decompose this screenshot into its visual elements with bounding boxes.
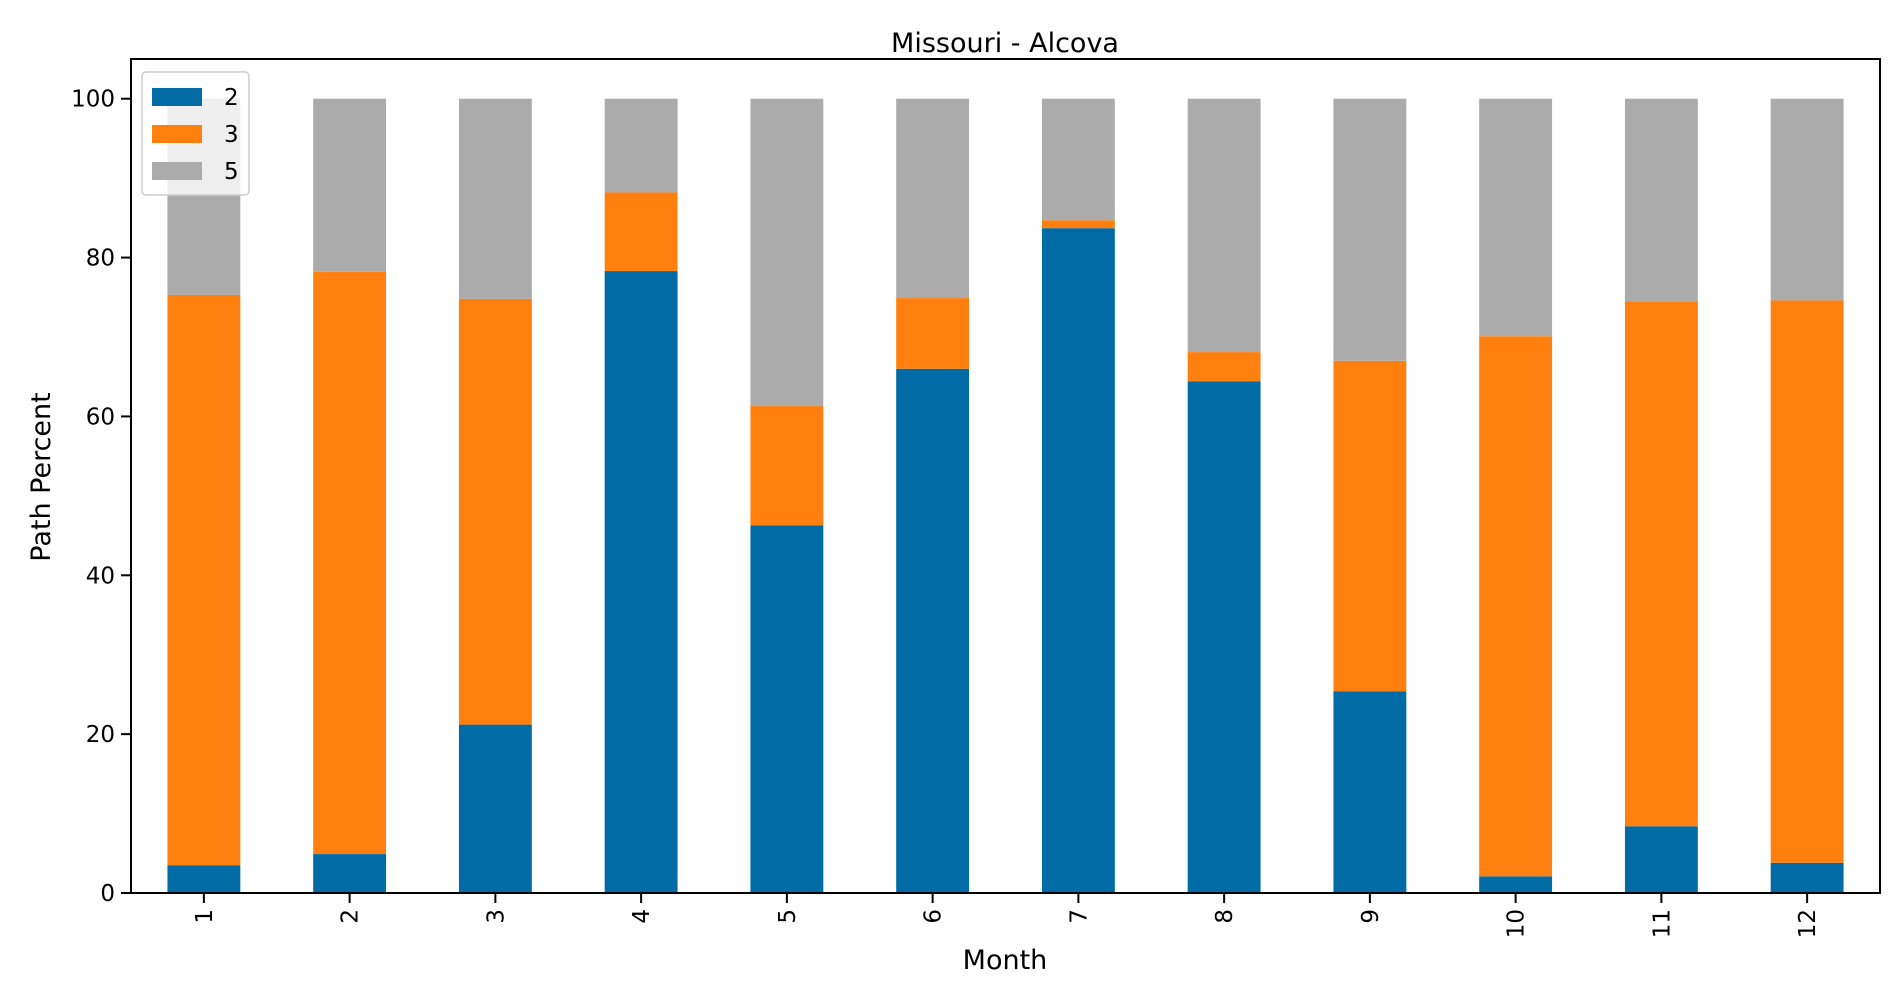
bar-2-month-9 [1333,691,1407,893]
legend-label-5: 5 [224,159,239,185]
legend-swatch-5 [152,162,202,180]
bar-2-month-2 [313,854,387,893]
x-tick-label: 5 [775,909,801,924]
x-tick-label: 1 [192,909,218,924]
bar-5-month-10 [1479,98,1553,337]
y-tick-label: 40 [86,563,115,589]
bar-3-month-4 [604,192,678,272]
bar-2-month-3 [458,724,532,893]
x-tick-label: 8 [1212,909,1238,924]
bar-2-month-6 [896,368,970,893]
bar-3-month-7 [1041,220,1115,229]
bar-3-month-11 [1624,301,1698,827]
bar-5-month-8 [1187,98,1261,353]
y-tick-label: 100 [71,87,115,113]
bar-5-month-2 [313,98,387,272]
x-tick-label: 12 [1795,909,1821,938]
bar-5-month-4 [604,98,678,193]
x-tick-label: 10 [1504,909,1530,938]
y-tick-label: 20 [86,722,115,748]
bar-3-month-1 [167,294,241,866]
legend-label-2: 2 [224,85,239,111]
bar-3-month-10 [1479,336,1553,877]
plot-frame [130,58,1881,894]
x-tick-label: 11 [1649,909,1675,938]
bar-5-month-11 [1624,98,1698,302]
bar-5-month-9 [1333,98,1407,361]
chart-title: Missouri - Alcova [891,28,1119,59]
x-tick-label: 2 [338,909,364,924]
bar-2-month-1 [167,865,241,893]
bar-2-month-4 [604,271,678,893]
bar-3-month-8 [1187,352,1261,382]
bar-5-month-12 [1770,98,1844,301]
bar-2-month-10 [1479,876,1553,893]
bar-2-month-11 [1624,826,1698,893]
bars [167,98,1844,893]
x-tick-label: 7 [1066,909,1092,924]
bar-2-month-12 [1770,862,1844,893]
legend-swatch-2 [152,88,202,106]
x-axis-label: Month [963,945,1048,976]
x-tick-label: 3 [483,909,509,924]
x-tick-label: 6 [921,909,947,924]
legend-swatch-3 [152,125,202,143]
y-tick-label: 80 [86,246,115,272]
bar-5-month-3 [458,98,532,299]
bar-5-month-6 [896,98,970,299]
legend-label-3: 3 [224,122,239,148]
bar-5-month-5 [750,98,824,407]
bar-2-month-8 [1187,381,1261,893]
bar-5-month-7 [1041,98,1115,221]
bar-2-month-5 [750,525,824,893]
x-tick-label: 4 [629,909,655,924]
bar-3-month-6 [896,298,970,369]
x-tick-label: 9 [1358,909,1384,924]
y-tick-label: 0 [100,881,115,907]
bar-3-month-5 [750,406,824,526]
bar-2-month-7 [1041,228,1115,893]
bar-3-month-12 [1770,300,1844,863]
legend: 2 3 5 [141,71,250,196]
bar-3-month-3 [458,298,532,725]
y-tick-label: 60 [86,404,115,430]
bar-3-month-9 [1333,360,1407,692]
y-axis-label: Path Percent [26,392,57,562]
bar-3-month-2 [313,271,387,855]
